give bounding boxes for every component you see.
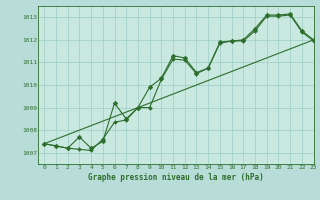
X-axis label: Graphe pression niveau de la mer (hPa): Graphe pression niveau de la mer (hPa) bbox=[88, 173, 264, 182]
